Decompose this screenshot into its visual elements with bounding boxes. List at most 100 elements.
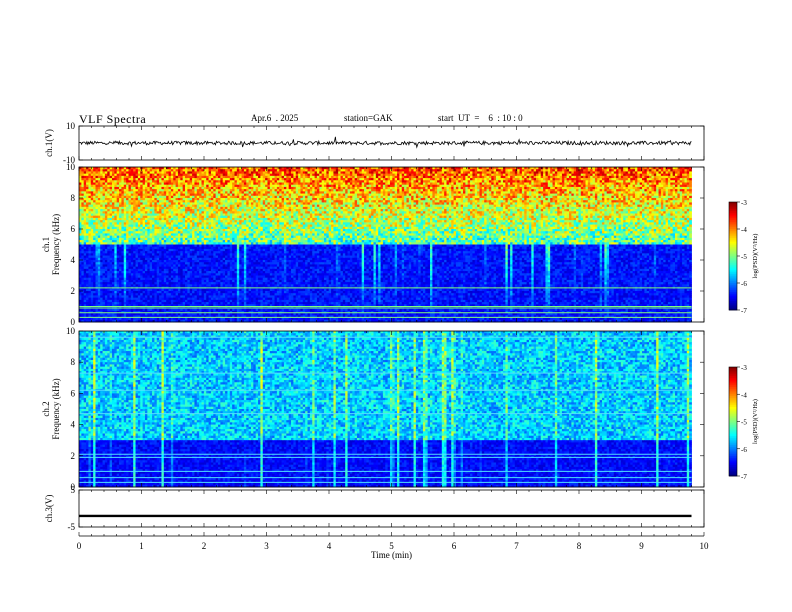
spectrogram-cell — [352, 206, 356, 210]
spectrogram-cell — [533, 184, 537, 188]
spectrogram-cell — [142, 193, 146, 197]
spectrogram-cell — [255, 206, 259, 210]
spectrogram-cell — [382, 206, 386, 210]
spectrogram-cell — [161, 204, 165, 208]
spectrogram-cell — [352, 198, 356, 201]
spectrogram-cell — [413, 191, 417, 194]
spectrogram-cell — [260, 189, 264, 192]
spectrogram-cell — [649, 182, 652, 186]
spectrogram-cell — [236, 178, 240, 181]
spectrogram-cell — [637, 178, 641, 181]
spectrogram-cell — [123, 206, 127, 210]
spectrogram-cell — [573, 171, 577, 175]
spectrogram-cell — [100, 182, 103, 186]
spectrogram-cell — [217, 198, 221, 201]
spectrogram-cell — [335, 195, 339, 199]
spectrogram-cell — [578, 169, 582, 172]
spectrogram-cell — [616, 200, 619, 203]
spectrogram-cell — [493, 202, 497, 206]
spectrogram-cell — [331, 200, 334, 203]
spectrogram-cell — [667, 189, 671, 192]
spectrogram-cell — [498, 182, 502, 186]
spectrogram-cell — [472, 175, 476, 179]
spectrogram-cell — [682, 191, 685, 194]
spectrogram-cell — [599, 204, 603, 208]
spectrogram-cell — [604, 184, 608, 188]
spectrogram-cell — [302, 169, 306, 172]
spectrogram-cell — [274, 198, 278, 201]
spectrogram-cell — [385, 193, 389, 197]
spectrogram-cell — [458, 198, 462, 201]
spectrogram-cell — [484, 195, 487, 199]
spectrogram-cell — [170, 178, 174, 181]
spectrogram-cell — [159, 182, 162, 186]
spectrogram-cell — [208, 167, 212, 170]
spectrogram-cell — [580, 182, 584, 186]
spectrogram-cell — [269, 189, 273, 192]
spectrogram-cell — [361, 195, 365, 199]
spectrogram-cell — [460, 184, 464, 188]
spectrogram-cell — [324, 182, 327, 186]
spectrogram-cell — [408, 189, 412, 192]
spectrogram-cell — [123, 204, 127, 208]
spectrogram-cell — [389, 182, 393, 186]
spectrogram-cell — [601, 193, 605, 197]
spectrogram-cell — [446, 167, 450, 170]
spectrogram-cell — [187, 169, 191, 172]
spectrogram-cell — [258, 206, 261, 210]
spectrogram-cell — [437, 189, 440, 192]
spectrogram-cell — [281, 171, 285, 175]
spectrogram-cell — [401, 186, 405, 190]
spectrogram-cell — [401, 167, 405, 170]
spectrogram-cell — [248, 198, 252, 201]
spectrogram-cell — [420, 193, 424, 197]
spectrogram-cell — [302, 189, 306, 192]
spectrogram-cell — [340, 189, 344, 192]
spectrogram-cell — [90, 198, 94, 201]
spectrogram-cell — [222, 202, 226, 206]
spectrogram-cell — [444, 186, 447, 190]
spectrogram-cell — [387, 175, 391, 179]
spectrogram-cell — [394, 175, 398, 179]
spectrogram-cell — [347, 180, 351, 183]
spectrogram-cell — [583, 171, 586, 175]
spectrogram-cell — [519, 204, 523, 208]
spectrogram-cell — [269, 200, 273, 203]
spectrogram-cell — [250, 178, 254, 181]
spectrogram-cell — [453, 198, 457, 201]
spectrogram-cell — [380, 191, 384, 194]
spectrogram-cell — [637, 195, 641, 199]
spectrogram-cell — [243, 189, 247, 192]
spectrogram-cell — [180, 167, 184, 170]
spectrogram-cell — [422, 189, 426, 192]
spectrogram-cell — [434, 202, 438, 206]
spectrogram-cell — [427, 200, 431, 203]
spectrogram-cell — [234, 182, 238, 186]
spectrogram-cell — [97, 184, 101, 188]
spectrogram-cell — [634, 186, 638, 190]
spectrogram-cell — [620, 182, 624, 186]
spectrogram-cell — [286, 169, 290, 172]
spectrogram-cell — [217, 180, 221, 183]
spectrogram-cell — [564, 200, 568, 203]
spectrogram-cell — [503, 204, 506, 208]
spectrogram-cell — [510, 202, 513, 206]
spectrogram-cell — [493, 195, 497, 199]
spectrogram-cell — [406, 200, 410, 203]
spectrogram-cell — [276, 171, 280, 175]
spectrogram-cell — [201, 167, 205, 170]
spectrogram-cell — [658, 200, 662, 203]
spectrogram-cell — [144, 198, 148, 201]
spectrogram-cell — [637, 169, 641, 172]
spectrogram-cell — [269, 175, 273, 179]
spectrogram-cell — [415, 202, 419, 206]
spectrogram-cell — [147, 191, 151, 194]
spectrogram-cell — [373, 178, 377, 181]
spectrogram-cell — [467, 173, 471, 177]
spectrogram-cell — [604, 180, 608, 183]
spectrogram-cell — [93, 204, 96, 208]
spectrogram-cell — [196, 167, 200, 170]
spectrogram-cell — [611, 191, 615, 194]
spectrogram-cell — [217, 184, 221, 188]
spectrogram-cell — [255, 169, 259, 172]
